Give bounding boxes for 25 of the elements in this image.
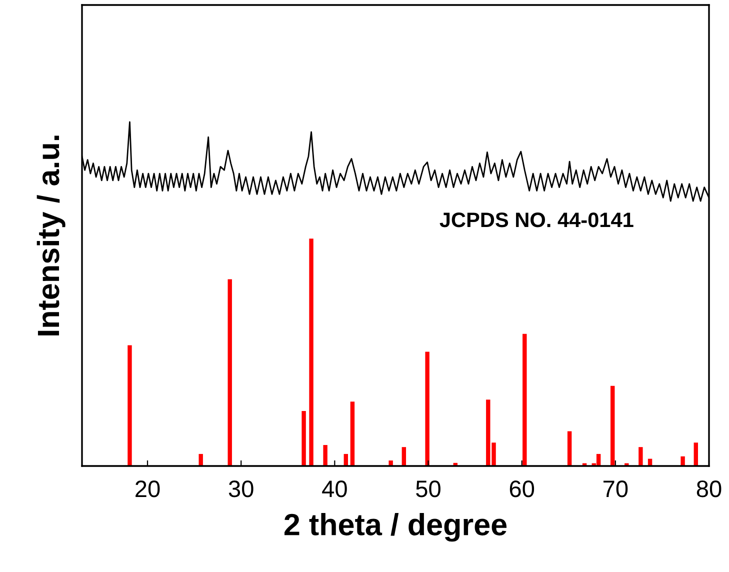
bar (638, 447, 643, 466)
x-tick-label: 60 (510, 480, 534, 498)
x-tick-label: 80 (696, 480, 722, 498)
x-tick-label: 70 (604, 480, 628, 498)
bar (128, 345, 132, 466)
annotation: JCPDS NO. 44-0141 (440, 212, 634, 228)
x-tick-label: 20 (136, 480, 160, 498)
bar (522, 334, 527, 466)
bar (350, 402, 355, 466)
y-axis-title: Intensity / a.u. (36, 136, 66, 336)
bar (694, 442, 698, 466)
bar (198, 454, 203, 466)
x-tick-label: 30 (228, 480, 254, 498)
bar (425, 352, 430, 466)
x-axis-title: 2 theta / degree (284, 513, 507, 542)
bar (610, 386, 615, 466)
bar (323, 445, 328, 466)
bar (680, 456, 685, 466)
bar (309, 238, 314, 466)
bar (228, 279, 232, 466)
bar (402, 447, 406, 466)
bar (302, 410, 306, 466)
x-tick-label: 50 (416, 480, 440, 498)
bar (567, 431, 572, 466)
x-tick-label: 40 (322, 480, 347, 498)
